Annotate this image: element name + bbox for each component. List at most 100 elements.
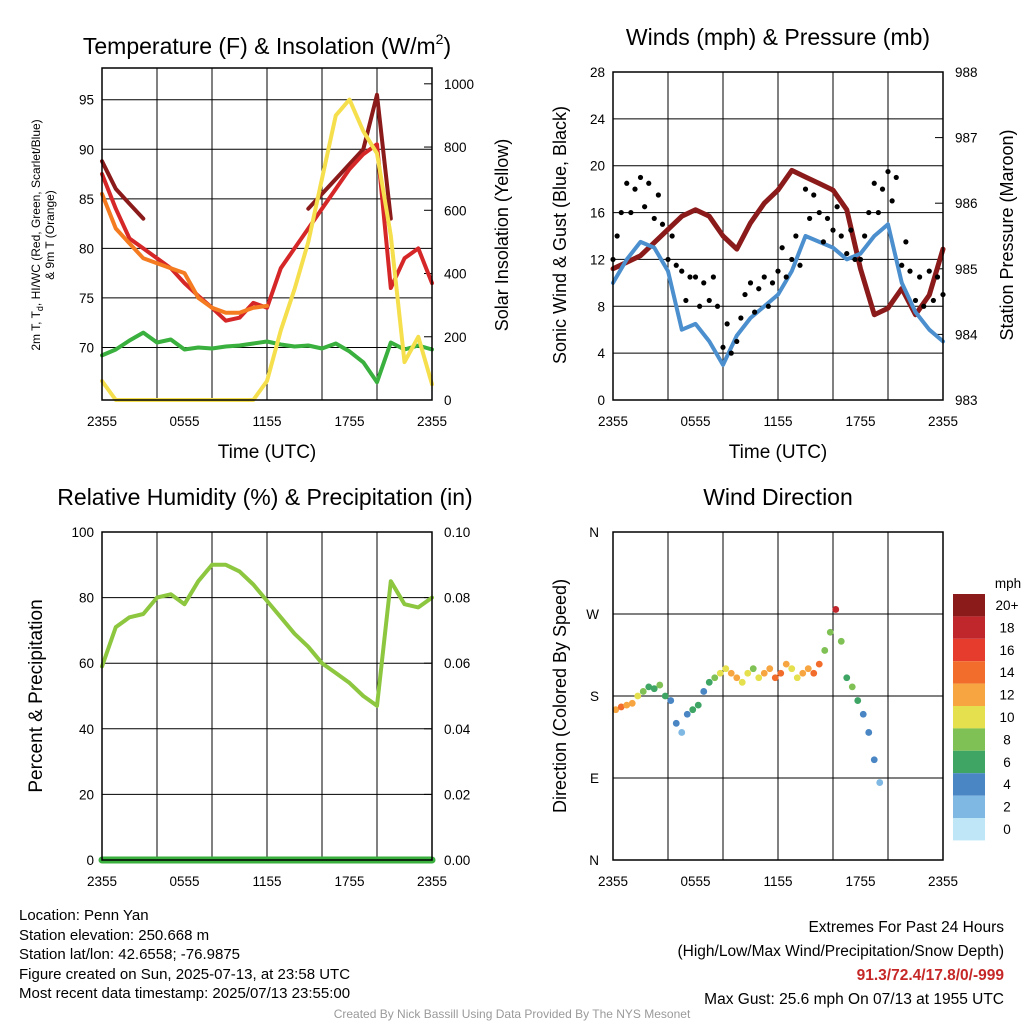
gust-point (885, 168, 891, 175)
direction-point (656, 681, 664, 689)
y-right-tick-label: 984 (955, 327, 978, 342)
gust-point (852, 256, 858, 263)
figure-created: Figure created on Sun, 2025-07-13, at 23… (19, 965, 351, 983)
y-left-tick-label: 8 (597, 299, 605, 314)
direction-point (848, 683, 856, 691)
series-line (610, 167, 946, 318)
gust-point (816, 209, 822, 216)
plot-frame (612, 71, 944, 401)
gust-point (907, 268, 913, 274)
x-tick-label: 1755 (845, 874, 875, 889)
temperature-ylabel-left: 2m T, Td, HI/WC (Red, Green, Scarlet/Blu… (29, 119, 45, 350)
colorbar-label: 10 (999, 710, 1014, 725)
gust-point (720, 344, 726, 350)
gust-point (761, 274, 767, 280)
colorbar-label: 20+ (996, 598, 1019, 613)
direction-point (667, 697, 675, 704)
speed-colorbar-title: mph (995, 576, 1021, 591)
direction-point (628, 699, 636, 707)
gust-point (917, 274, 923, 280)
x-tick-label: 2355 (87, 414, 117, 429)
y-right-tick-label: 400 (444, 267, 467, 282)
gust-point (665, 256, 671, 263)
direction-point (672, 719, 680, 727)
gust-point (651, 215, 657, 222)
gust-point (838, 233, 844, 239)
gust-point (811, 192, 817, 198)
direction-point (815, 660, 823, 668)
x-tick-label: 1755 (845, 414, 875, 429)
colorbar-swatch (953, 638, 985, 662)
direction-point (837, 637, 845, 645)
gust-point (775, 268, 781, 274)
gust-point (692, 274, 699, 280)
x-tick-label: 1155 (252, 874, 281, 889)
y-left-tick-label: 85 (79, 192, 94, 207)
direction-point (617, 703, 625, 711)
direction-point (799, 669, 807, 677)
gust-point (830, 227, 836, 233)
direction-point (810, 669, 818, 677)
series-line (100, 92, 393, 221)
y-left-tick-label: 20 (590, 159, 605, 174)
gust-point (857, 256, 864, 263)
gust-point (879, 186, 886, 192)
colorbar-label: 14 (999, 665, 1015, 680)
y-left-tick-label: 40 (79, 722, 94, 737)
gust-point (724, 321, 730, 327)
y-left-tick-label: 28 (590, 65, 605, 80)
direction-point (876, 779, 884, 786)
direction-point (744, 669, 752, 677)
direction-point (722, 665, 730, 673)
y-right-tick-label: 0.10 (444, 525, 470, 540)
gust-point (752, 309, 758, 315)
direction-point (705, 678, 713, 686)
direction-point (716, 669, 724, 677)
direction-point (650, 685, 658, 693)
gust-point (701, 280, 707, 286)
direction-point (645, 683, 653, 691)
gust-point (618, 209, 624, 216)
direction-point (766, 665, 774, 673)
winds-title: Winds (mph) & Pressure (mb) (626, 24, 930, 50)
gust-point (659, 221, 666, 227)
humidity-title: Relative Humidity (%) & Precipitation (i… (57, 484, 472, 510)
gust-point (747, 280, 754, 286)
colorbar-swatch (953, 661, 985, 684)
y-right-tick-label: 200 (444, 330, 467, 345)
gust-point (783, 274, 789, 280)
x-tick-label: 2355 (417, 414, 447, 429)
direction-point (854, 697, 862, 704)
colorbar-swatch (953, 750, 985, 774)
x-tick-label: 1155 (763, 414, 792, 429)
plot-frame (612, 531, 944, 861)
y-right-tick-label: 1000 (444, 77, 474, 92)
y-right-tick-label: 0.08 (444, 591, 470, 606)
colorbar-label: 4 (1003, 777, 1011, 792)
extremes-title: Extremes For Past 24 Hours (808, 919, 1004, 936)
colorbar-swatch (953, 728, 985, 751)
station-location: Location: Penn Yan (19, 907, 149, 924)
y-left-tick-label: 0 (86, 853, 94, 868)
x-tick-label: 2355 (928, 874, 958, 889)
y-tick-label: W (586, 607, 599, 622)
y-right-tick-label: 600 (444, 203, 467, 218)
y-tick-label: N (589, 853, 599, 868)
gust-point (714, 303, 721, 309)
series-line (100, 330, 434, 385)
direction-point (865, 729, 873, 736)
direction-point (782, 660, 790, 668)
gust-point (866, 209, 872, 216)
direction-point (870, 756, 878, 764)
y-right-tick-label: 0.00 (444, 853, 470, 868)
direction-point (661, 692, 669, 700)
y-right-tick-label: 0 (444, 393, 452, 408)
colorbar-swatch (953, 818, 985, 841)
gust-point (673, 262, 679, 268)
plot-frame (101, 67, 433, 401)
direction-point (804, 665, 812, 673)
direction-point (623, 701, 631, 709)
temperature-ylabel-right: Solar Insolation (Yellow) (492, 139, 512, 331)
y-left-tick-label: 12 (590, 252, 605, 267)
extremes-desc: (High/Low/Max Wind/Precipitation/Snow De… (677, 943, 1005, 960)
